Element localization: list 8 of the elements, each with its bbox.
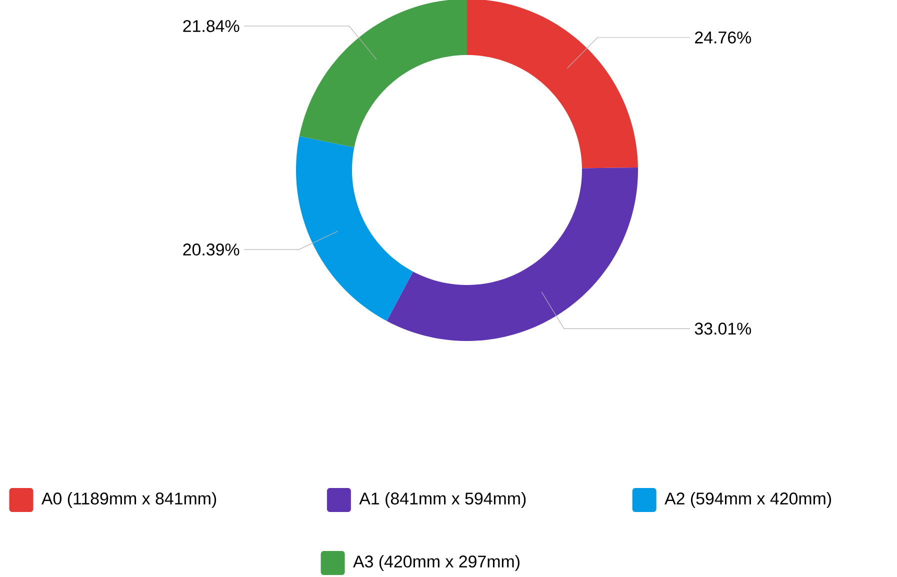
data-label: 20.39% <box>183 244 240 256</box>
legend-label: A1 (841mm x 594mm) <box>359 492 526 508</box>
legend-label: A0 (1189mm x 841mm) <box>41 492 216 508</box>
data-label: 33.01% <box>694 322 752 335</box>
legend-label: A2 (594mm x 420mm) <box>664 492 832 508</box>
legend-label: A3 (420mm x 297mm) <box>353 555 520 571</box>
data-label: 24.76% <box>695 31 752 44</box>
data-label: 21.84% <box>183 20 240 32</box>
